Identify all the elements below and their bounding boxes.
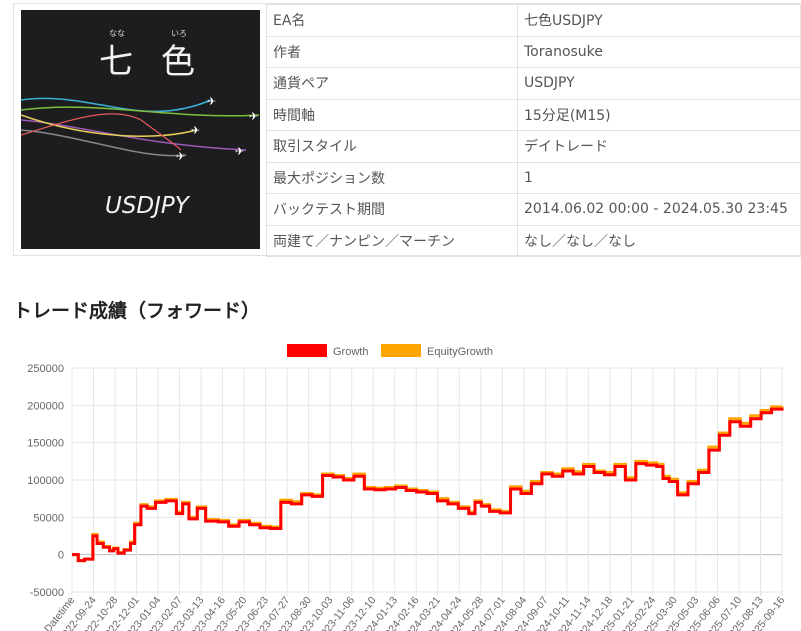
ea-thumbnail-art: なな いろ 七 色 ✈ ✈ ✈ ✈ ✈ USDJPY [20,29,260,219]
legend-swatch [287,344,327,357]
info-key: 作者 [266,35,518,68]
plane-icon: ✈ [176,150,185,163]
title-char-nana: 七 [99,42,133,82]
info-row: 通貨ペア USDJPY [266,67,801,100]
legend-swatch [381,344,421,357]
pair-label: USDJPY [105,193,191,219]
series-line-growth [72,407,784,563]
y-tick-label: 0 [58,550,64,562]
y-tick-label: 200000 [27,400,64,412]
info-key: 取引スタイル [266,130,518,163]
series-line-equitygrowth [72,405,784,563]
info-row: 取引スタイル デイトレード [266,130,801,163]
plane-icon: ✈ [207,95,216,108]
ruby-iro: いろ [171,29,187,38]
plane-icon: ✈ [249,110,258,123]
y-tick-label: 100000 [27,475,64,487]
y-tick-label: 150000 [27,438,64,450]
info-key: 通貨ペア [266,67,518,100]
y-tick-label: 250000 [27,363,64,375]
info-key: EA名 [266,4,518,37]
legend-label: EquityGrowth [427,346,493,358]
ea-info-panel: なな いろ 七 色 ✈ ✈ ✈ ✈ ✈ USDJPY EA名 七色USDJPY 作者… [13,3,801,257]
y-tick-label: -50000 [30,587,64,599]
section-title: トレード成績（フォワード） [13,300,261,322]
info-value: 1 [517,161,801,194]
plane-icon: ✈ [191,124,200,137]
info-row: 両建て／ナンピン／マーチン なし／なし／なし [266,224,801,257]
ea-info-table: EA名 七色USDJPY 作者 Toranosuke 通貨ペア USDJPY 時間軸 15分足… [266,4,801,257]
growth-chart: Growth EquityGrowth 250000 200000 150000 1000… [27,344,787,631]
info-key: 時間軸 [266,98,518,131]
info-value: なし／なし／なし [517,224,801,257]
info-row: 最大ポジション数 1 [266,161,801,194]
title-char-iro: 色 [161,42,195,82]
info-value: 2014.06.02 00:00 - 2024.05.30 23:45 [517,193,801,226]
info-row: バックテスト期間 2014.06.02 00:00 - 2024.05.30 23… [266,193,801,226]
info-value: USDJPY [517,67,801,100]
info-row: EA名 七色USDJPY [266,4,801,37]
ruby-nana: なな [109,29,125,38]
info-key: 両建て／ナンピン／マーチン [266,224,518,257]
info-value: Toranosuke [517,35,801,68]
plane-icon: ✈ [235,145,244,158]
info-key: 最大ポジション数 [266,161,518,194]
legend-label: Growth [333,346,368,358]
info-value: 七色USDJPY [517,4,801,37]
info-key: バックテスト期間 [266,193,518,226]
info-value: 15分足(M15) [517,98,801,131]
info-row: 作者 Toranosuke [266,35,801,68]
ea-thumbnail: なな いろ 七 色 ✈ ✈ ✈ ✈ ✈ USDJPY [20,10,260,249]
info-value: デイトレード [517,130,801,163]
info-row: 時間軸 15分足(M15) [266,98,801,131]
y-tick-label: 50000 [33,512,64,524]
